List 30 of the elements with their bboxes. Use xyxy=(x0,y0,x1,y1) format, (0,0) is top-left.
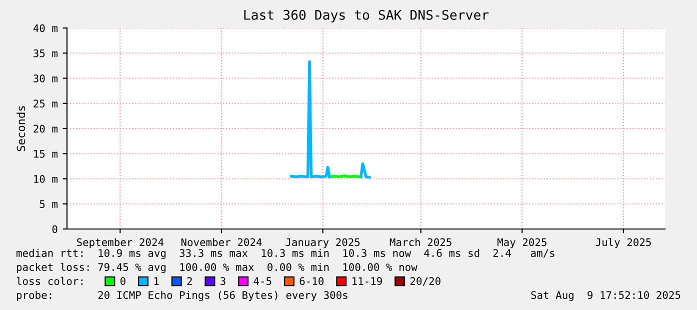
y-axis-title: Seconds xyxy=(16,106,26,152)
x-tick-label: November 2024 xyxy=(181,238,262,246)
x-tick-label: July 2025 xyxy=(596,238,651,248)
legend-label: 1 xyxy=(154,277,159,285)
text: probe: 20 ICMP Echo Pings (56 Bytes) every 300s xyxy=(16,290,348,302)
y-tick-label: 30 m xyxy=(34,74,58,82)
legend-label: 11-19 xyxy=(352,277,382,286)
x-tick-label: March 2025 xyxy=(390,238,452,246)
legend-title: loss color: xyxy=(16,276,82,286)
y-tick-label: 10 m xyxy=(34,175,58,183)
text: median rtt: 10.9 ms avg 33.3 ms max 10.3 ms min 10.3 ms now 4.6 ms sd 2.4 am/s xyxy=(16,248,554,260)
y-tick-label: 35 m xyxy=(34,49,58,58)
legend-label: 2 xyxy=(187,277,192,285)
y-tick-label: 15 m xyxy=(34,150,58,158)
chart-title: Last 360 Days to SAK DNS-Server xyxy=(244,10,489,22)
y-tick-label: 40 m xyxy=(33,24,58,32)
legend-label: 0 xyxy=(120,277,126,286)
legend-label: 3 xyxy=(220,277,226,286)
y-tick-label: 0 xyxy=(52,225,58,234)
text: Sat Aug 9 17:52:10 2025 xyxy=(531,291,680,302)
legend-label: 20/20 xyxy=(410,277,440,286)
x-tick-label: January 2025 xyxy=(286,238,360,248)
legend-label: 4-5 xyxy=(254,277,272,286)
x-tick-label: September 2024 xyxy=(76,238,164,248)
legend-label: 6-10 xyxy=(300,277,324,286)
text: packet loss: 79.45 % avg 100.00 % max 0.00 % min 100.00 % now xyxy=(16,262,418,274)
y-tick-label: 5 m xyxy=(40,200,58,208)
x-tick-label: May 2025 xyxy=(498,238,546,248)
y-tick-label: 20 m xyxy=(34,124,58,133)
y-tick-label: 25 m xyxy=(34,100,58,108)
